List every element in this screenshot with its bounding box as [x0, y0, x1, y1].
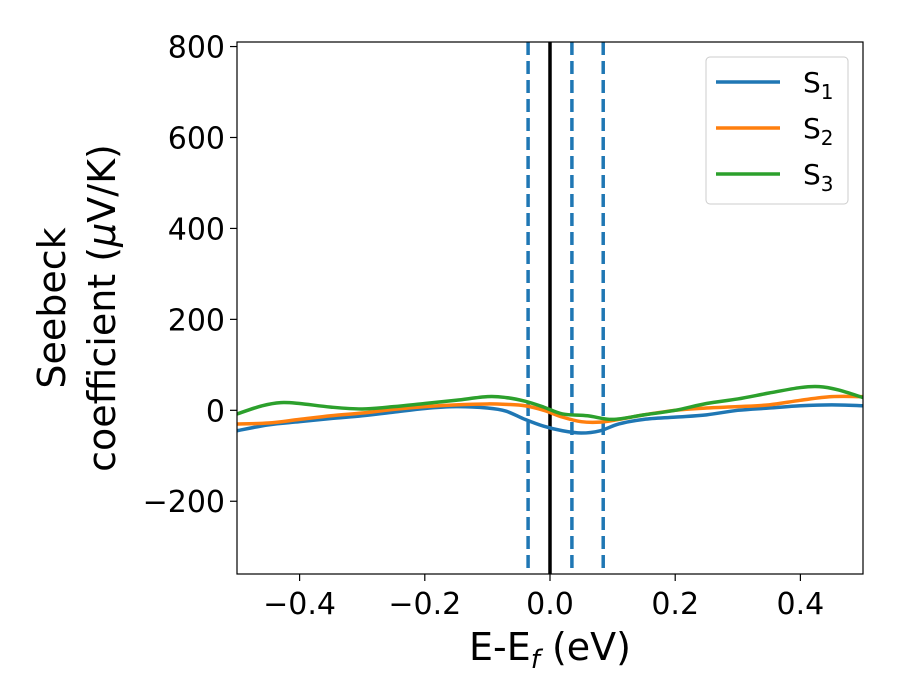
y-tick-label: 800: [168, 31, 225, 66]
legend: S1 S2 S3: [705, 56, 849, 205]
legend-label-s1: S1: [803, 66, 834, 104]
vertical-reference-lines: [526, 42, 605, 574]
x-axis-title: E-Ef (eV): [469, 625, 631, 675]
series-lines: [237, 384, 863, 435]
x-tick-label: 0.4: [777, 587, 825, 622]
y-tick-label: 0: [206, 394, 225, 429]
legend-box: [705, 56, 849, 205]
series-line-s3: [237, 384, 863, 422]
series-line-s2: [237, 394, 863, 426]
legend-label-s2: S2: [803, 112, 834, 150]
legend-label-s3: S3: [803, 158, 834, 196]
x-tick-label: −0.4: [263, 587, 336, 622]
x-tick-label: −0.2: [388, 587, 461, 622]
y-tick-label: 600: [168, 121, 225, 156]
x-tick-label: 0.0: [526, 587, 574, 622]
legend-items: S1 S2 S3: [716, 66, 834, 196]
y-tick-label: 400: [168, 212, 225, 247]
y-tick-label: −200: [143, 485, 225, 520]
y-axis-ticks: −200 0 200 400 600 800: [143, 31, 237, 520]
y-tick-label: 200: [168, 303, 225, 338]
x-tick-label: 0.2: [651, 587, 699, 622]
y-axis-title: Seebeck coefficient (μV/K): [30, 144, 124, 472]
series-line-s1: [237, 403, 863, 435]
x-axis-ticks: −0.4 −0.2 0.0 0.2 0.4: [263, 574, 824, 622]
y-axis-title-line2: coefficient (μV/K): [80, 144, 124, 472]
y-axis-title-line1: Seebeck: [30, 227, 74, 388]
